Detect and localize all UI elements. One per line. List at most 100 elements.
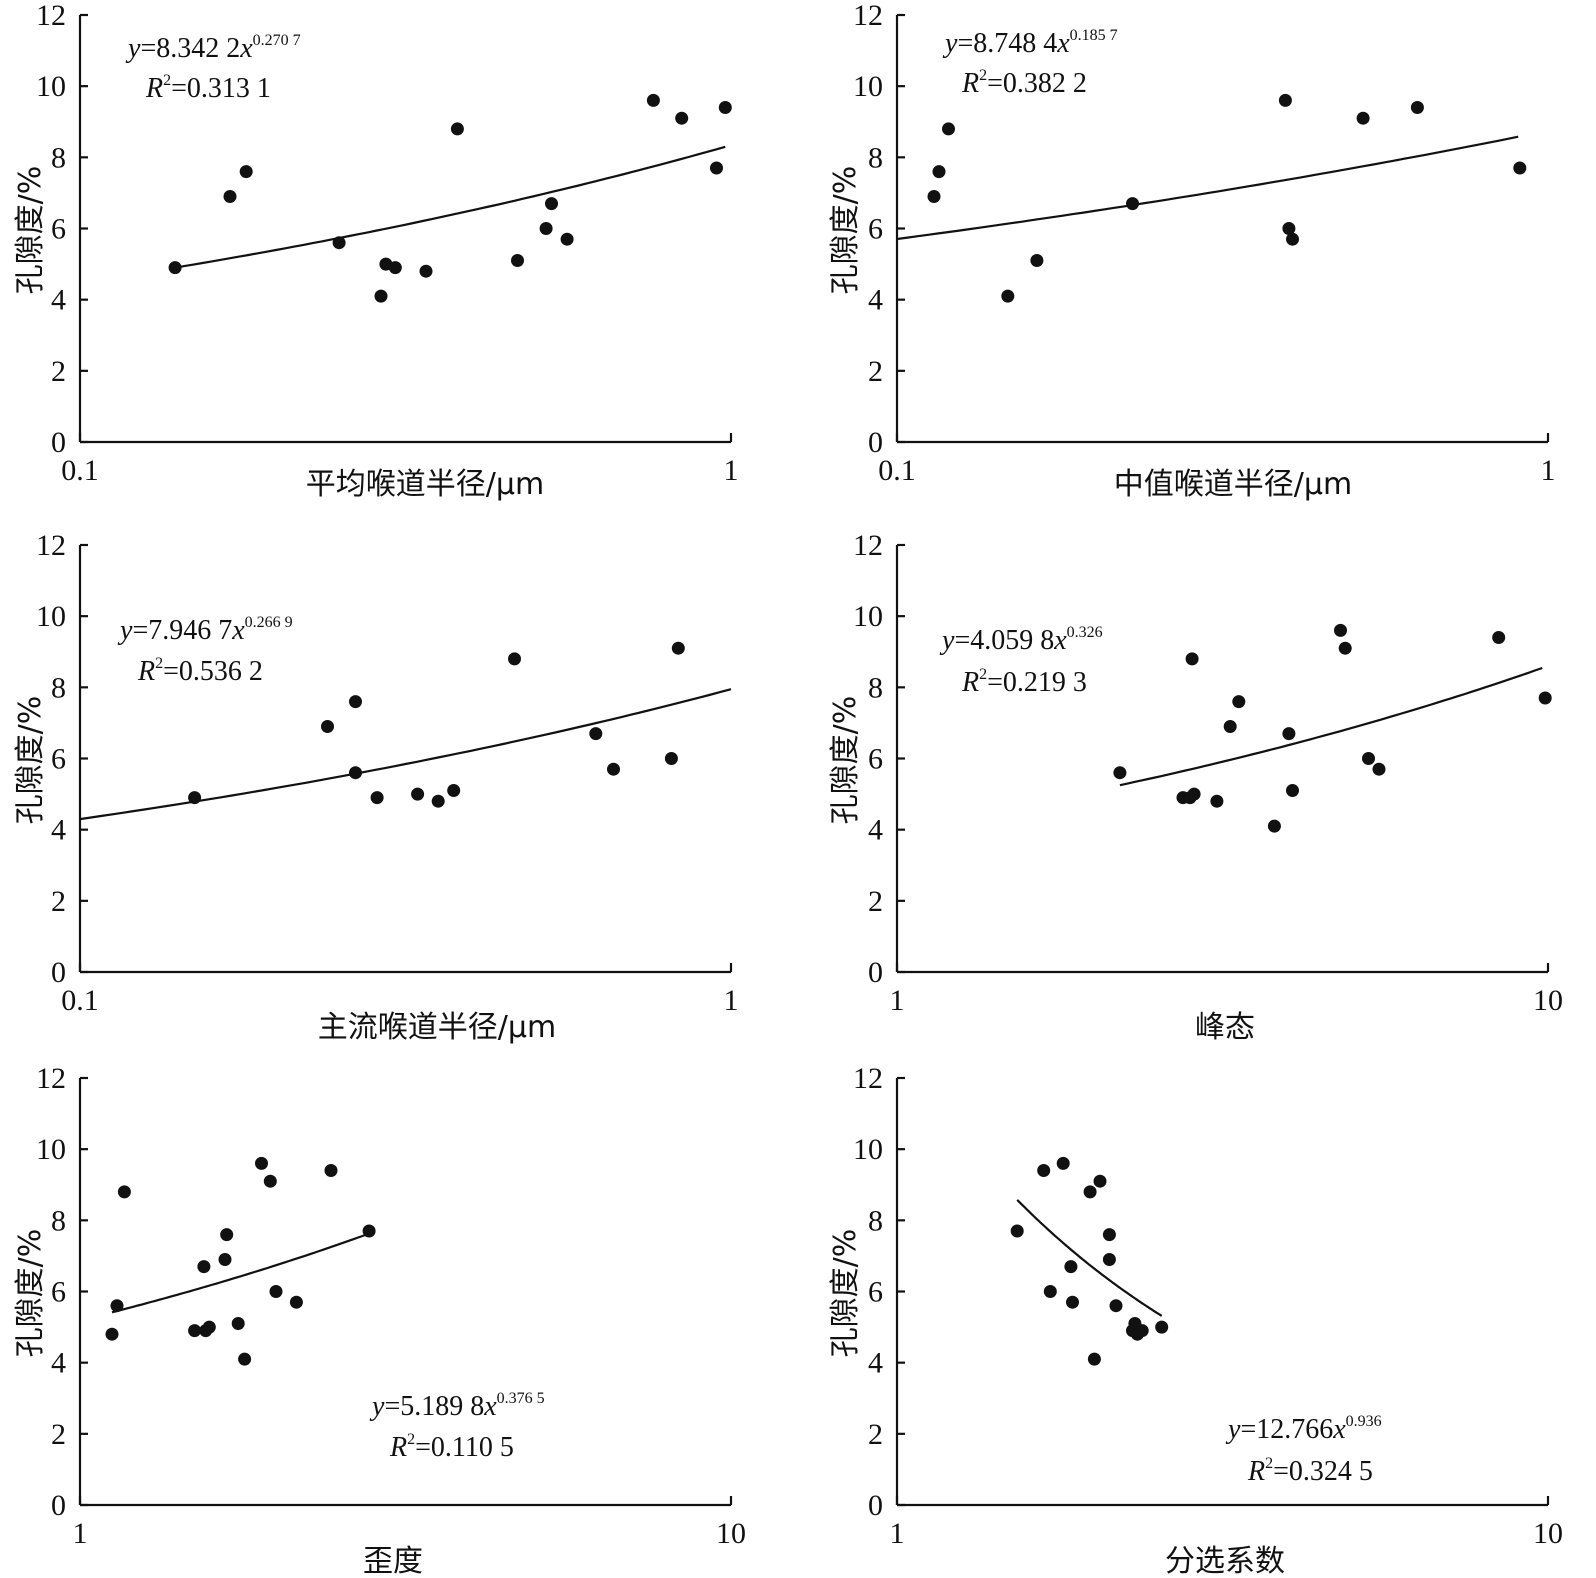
data-point xyxy=(105,1327,119,1341)
fit-equation: y=12.766x0.936 xyxy=(1225,1413,1382,1445)
fit-equation-exponent: 0.266 9 xyxy=(245,614,293,631)
r-squared-value: =0.110 5 xyxy=(415,1432,514,1463)
chart-panel-1: 平均喉道半径/μm 孔隙度/% y=8.342 2x0.270 7 R2=0.3… xyxy=(13,0,739,502)
y-axis-title: 孔隙度/% xyxy=(13,696,48,825)
data-point xyxy=(231,1317,245,1330)
data-point xyxy=(1185,652,1199,666)
data-point xyxy=(263,1174,277,1188)
x-tick-label: 10 xyxy=(1533,1517,1563,1550)
data-point xyxy=(1338,641,1352,655)
y-tick-label: 6 xyxy=(51,743,66,776)
y-tick-label: 8 xyxy=(868,671,883,704)
r-squared: R2=0.324 5 xyxy=(1247,1455,1373,1487)
y-tick-label: 2 xyxy=(51,355,66,388)
y-tick-label: 2 xyxy=(51,885,66,918)
data-point xyxy=(1538,691,1552,705)
fit-equation-exponent: 0.185 7 xyxy=(1070,27,1118,44)
chart-panel-4: 峰态 孔隙度/% y=4.059 8x0.326 R2=0.219 3 0 2 4 6… xyxy=(828,529,1563,1045)
data-point xyxy=(1267,819,1281,833)
data-point xyxy=(202,1320,216,1334)
data-point xyxy=(607,762,620,776)
fit-curve xyxy=(1119,666,1543,787)
data-point xyxy=(411,787,425,801)
data-point xyxy=(239,165,253,179)
data-point xyxy=(1102,1253,1116,1266)
data-point xyxy=(1087,1352,1101,1366)
x-axis-title: 峰态 xyxy=(1195,1010,1255,1045)
fit-equation-prefix: =5.189 8 xyxy=(384,1391,484,1422)
data-point xyxy=(1286,232,1299,246)
fit-equation-exponent: 0.376 5 xyxy=(497,1390,545,1407)
data-point xyxy=(370,791,384,805)
data-point xyxy=(1126,197,1139,211)
chart-panel-6: 分选系数 孔隙度/% y=12.766x0.936 R2=0.324 5 0 2 4… xyxy=(828,1062,1563,1578)
y-tick-label: 10 xyxy=(853,1133,883,1166)
fit-equation: y=8.748 4x0.185 7 xyxy=(942,27,1118,59)
data-point xyxy=(1282,727,1296,741)
y-tick-label: 4 xyxy=(868,1347,883,1380)
y-tick-label: 8 xyxy=(868,1204,883,1237)
fit-equation: y=5.189 8x0.376 5 xyxy=(369,1390,545,1422)
fit-equation: y=8.342 2x0.270 7 xyxy=(125,32,301,64)
y-tick-label: 0 xyxy=(51,426,66,459)
data-point xyxy=(255,1156,268,1170)
data-point xyxy=(932,165,946,179)
y-tick-label: 6 xyxy=(868,213,883,246)
y-tick-label: 12 xyxy=(853,529,883,562)
y-tick-label: 6 xyxy=(868,1276,883,1309)
data-point xyxy=(220,1228,234,1242)
y-axis-title: 孔隙度/% xyxy=(13,166,48,295)
fit-equation-exponent: 0.936 xyxy=(1346,1413,1382,1430)
data-point xyxy=(942,122,955,136)
data-point xyxy=(1356,111,1370,125)
data-point xyxy=(1187,787,1201,801)
y-tick-label: 6 xyxy=(51,213,66,246)
y-tick-label: 12 xyxy=(36,529,66,562)
data-point xyxy=(1492,631,1506,644)
data-point xyxy=(1278,93,1292,107)
y-tick-label: 10 xyxy=(853,70,883,103)
fit-equation: y=7.946 7x0.266 9 xyxy=(117,614,293,646)
data-point xyxy=(560,232,574,246)
y-tick-label: 0 xyxy=(868,956,883,989)
x-tick-label: 1 xyxy=(73,1517,88,1550)
y-tick-label: 12 xyxy=(853,0,883,32)
fit-equation-exponent: 0.326 xyxy=(1067,624,1103,641)
fit-equation-prefix: =7.946 7 xyxy=(132,615,232,646)
data-point xyxy=(1064,1260,1078,1274)
y-tick-label: 10 xyxy=(36,600,66,633)
y-tick-label: 2 xyxy=(868,1418,883,1451)
data-point xyxy=(539,222,553,235)
r-squared: R2=0.219 3 xyxy=(961,666,1087,698)
data-point xyxy=(388,261,402,275)
data-point xyxy=(1372,762,1386,776)
data-point xyxy=(349,766,362,780)
data-point xyxy=(238,1352,252,1366)
data-point xyxy=(671,641,685,655)
data-point xyxy=(117,1185,131,1199)
y-tick-label: 10 xyxy=(853,600,883,633)
fit-curve xyxy=(896,135,1519,241)
data-point xyxy=(1066,1295,1079,1309)
data-point xyxy=(1286,784,1299,797)
fit-equation-exponent: 0.270 7 xyxy=(253,32,301,49)
data-point xyxy=(1109,1299,1123,1313)
data-point xyxy=(1030,254,1044,267)
y-axis-title: 孔隙度/% xyxy=(828,166,863,295)
x-tick-label: 0.1 xyxy=(61,984,99,1017)
fit-equation-prefix: =12.766 xyxy=(1240,1414,1333,1445)
data-point xyxy=(675,111,689,125)
data-point xyxy=(1513,161,1527,175)
r-squared-value: =0.313 1 xyxy=(171,73,271,104)
y-tick-label: 6 xyxy=(51,1276,66,1309)
data-point xyxy=(1155,1320,1169,1334)
x-tick-label: 10 xyxy=(1533,984,1563,1017)
data-point xyxy=(508,652,521,666)
y-tick-label: 10 xyxy=(36,1133,66,1166)
y-tick-label: 4 xyxy=(868,814,883,847)
x-axis-title: 分选系数 xyxy=(1165,1544,1285,1578)
fit-equation-prefix: =4.059 8 xyxy=(954,625,1054,656)
y-tick-label: 0 xyxy=(51,956,66,989)
data-point xyxy=(718,101,732,114)
data-point xyxy=(269,1285,283,1298)
